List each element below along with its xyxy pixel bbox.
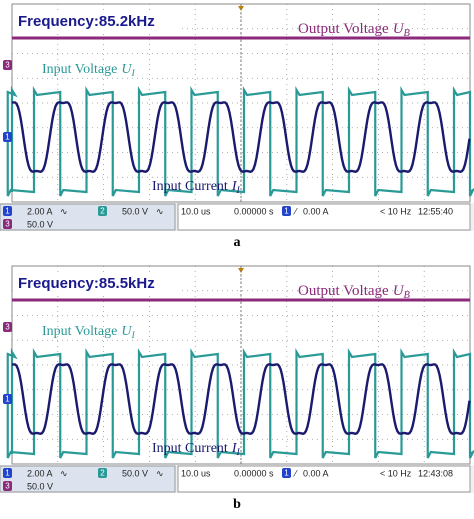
ch3-marker-box — [3, 60, 12, 70]
ch1-marker: 1 — [5, 395, 10, 404]
symbol: U — [393, 283, 405, 299]
label-text: Output Voltage — [298, 283, 389, 299]
ch2-scale: 50.0 V — [122, 206, 148, 216]
input-current-trace — [11, 101, 471, 173]
subscript: B — [404, 290, 411, 301]
ch1-marker: 1 — [5, 133, 10, 142]
offset: 0.00000 s — [234, 206, 274, 216]
clock: 12:43:08 — [418, 468, 453, 478]
ch3-badge: 3 — [5, 220, 10, 229]
coupling-icon: ∿ — [156, 468, 164, 478]
input-voltage-label: Input Voltage UI — [42, 324, 135, 341]
ch1-marker-box — [3, 132, 12, 142]
time-panel — [177, 203, 471, 231]
trigger-channel: 1 — [284, 469, 289, 478]
offset: 0.00000 s — [234, 468, 274, 478]
ch1-badge-box — [3, 468, 12, 478]
input-voltage-label: Input Voltage UI — [42, 62, 135, 79]
ch3-marker: 3 — [5, 323, 10, 332]
trigger-channel-box — [282, 206, 291, 216]
clock: 12:55:40 — [418, 206, 453, 216]
ch3-badge-box — [3, 219, 12, 229]
ch1-scale: 2.00 A — [27, 468, 53, 478]
symbol: I — [231, 179, 238, 194]
trigger-frequency: < 10 Hz — [380, 468, 412, 478]
subscript: B — [404, 28, 411, 39]
label-text: Input Current — [152, 441, 228, 456]
ch2-scale: 50.0 V — [122, 468, 148, 478]
label-text: Input Voltage — [42, 324, 117, 339]
input-voltage-trace — [6, 348, 474, 459]
timebase: 10.0 us — [181, 468, 211, 478]
channel-panel — [0, 465, 176, 493]
ch2-badge: 2 — [100, 469, 105, 478]
subscript: I — [130, 68, 135, 79]
label-text: Input Voltage — [42, 62, 117, 77]
coupling-icon: ∿ — [60, 206, 68, 216]
trigger-channel-box — [282, 468, 291, 478]
timebase: 10.0 us — [181, 206, 211, 216]
caption: a — [234, 235, 241, 250]
frequency-bg — [14, 10, 179, 32]
ch3-marker: 3 — [5, 61, 10, 70]
subscript: I — [236, 185, 241, 196]
input-current-trace — [11, 363, 471, 435]
ch1-badge: 1 — [5, 207, 10, 216]
caption: b — [233, 497, 241, 512]
time-panel — [177, 465, 471, 493]
coupling-icon: ∿ — [156, 206, 164, 216]
label-text: Input Current — [152, 179, 228, 194]
trigger-channel: 1 — [284, 207, 289, 216]
symbol: U — [121, 324, 132, 339]
ch3-marker-box — [3, 322, 12, 332]
symbol: U — [393, 21, 405, 37]
slope-icon: ⁄ — [293, 206, 298, 216]
ch1-marker-box — [3, 394, 12, 404]
trigger-level: 0.00 A — [303, 468, 329, 478]
coupling-icon: ∿ — [60, 468, 68, 478]
slope-icon: ⁄ — [293, 468, 298, 478]
label-text: Output Voltage — [298, 21, 389, 37]
trigger-frequency: < 10 Hz — [380, 206, 412, 216]
ch3-scale: 50.0 V — [27, 219, 53, 229]
channel-panel — [0, 203, 176, 231]
ch3-scale: 50.0 V — [27, 481, 53, 491]
ch2-badge: 2 — [100, 207, 105, 216]
ch1-badge-box — [3, 206, 12, 216]
subscript: I — [236, 447, 241, 458]
output-voltage-label: Output Voltage UB — [298, 283, 411, 301]
symbol: I — [231, 441, 238, 456]
ch1-scale: 2.00 A — [27, 206, 53, 216]
input-current-label: Input Current II — [152, 179, 241, 196]
ch3-badge: 3 — [5, 482, 10, 491]
input-current-label: Input Current II — [152, 441, 241, 458]
ch1-badge: 1 — [5, 469, 10, 478]
ch3-badge-box — [3, 481, 12, 491]
symbol: U — [121, 62, 132, 77]
trigger-level: 0.00 A — [303, 206, 329, 216]
ch2-badge-box — [98, 206, 107, 216]
frequency: Frequency:85.5kHz — [18, 275, 155, 292]
frequency: Frequency:85.2kHz — [18, 13, 155, 30]
ch2-badge-box — [98, 468, 107, 478]
subscript: I — [130, 330, 135, 341]
input-voltage-trace — [6, 86, 474, 197]
frequency-bg — [14, 272, 179, 294]
output-voltage-label: Output Voltage UB — [298, 21, 411, 39]
